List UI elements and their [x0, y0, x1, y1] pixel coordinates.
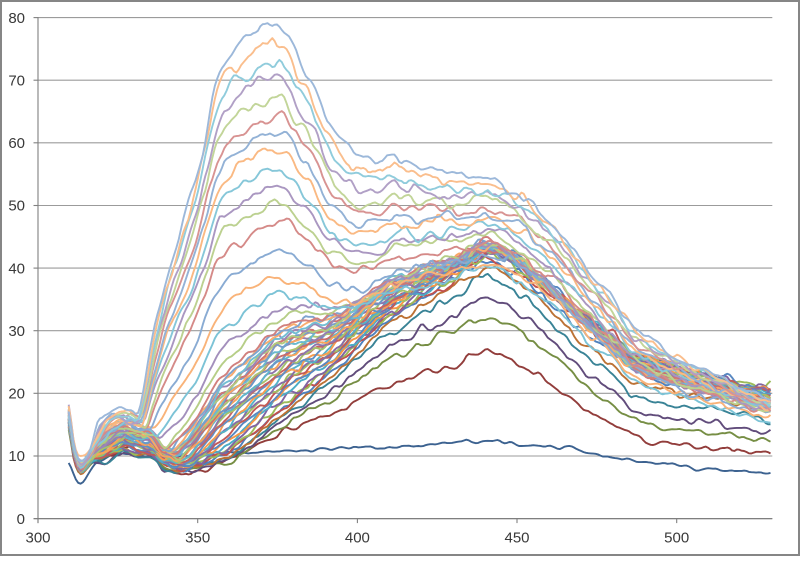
svg-text:300: 300	[25, 530, 50, 547]
svg-text:350: 350	[185, 530, 210, 547]
svg-text:10: 10	[8, 448, 25, 465]
svg-text:450: 450	[504, 530, 529, 547]
svg-text:40: 40	[8, 260, 25, 277]
svg-text:30: 30	[8, 323, 25, 340]
svg-text:0: 0	[17, 511, 25, 528]
svg-text:500: 500	[664, 530, 689, 547]
svg-text:20: 20	[8, 386, 25, 403]
svg-text:50: 50	[8, 198, 25, 215]
svg-text:60: 60	[8, 135, 25, 152]
svg-text:80: 80	[8, 10, 25, 27]
svg-text:400: 400	[345, 530, 370, 547]
svg-text:70: 70	[8, 72, 25, 89]
